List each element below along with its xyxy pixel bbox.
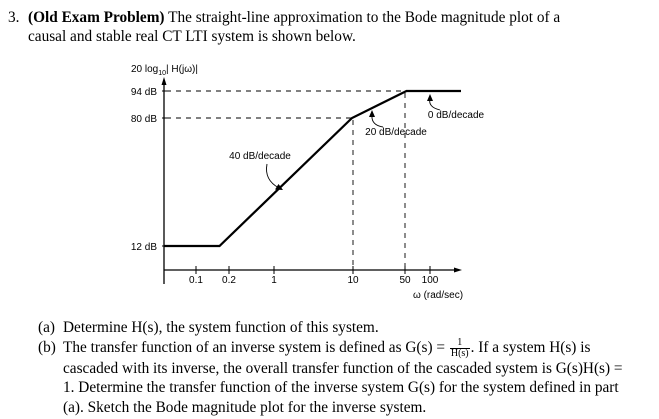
problem-tag: (Old Exam Problem) [28,9,165,26]
fraction-denominator: H(s) [450,347,469,359]
x-tick-label: 0.2 [222,275,236,286]
problem-intro-line2: causal and stable real CT LTI system is … [28,28,356,45]
y-tick-label: 80 dB [131,114,157,125]
x-tick-label: 50 [399,275,411,286]
problem-intro-line1: The straight-line approximation to the B… [168,9,561,26]
sub-questions: (a) Determine H(s), the system function … [38,318,628,417]
x-tick-label: 10 [347,275,359,286]
fraction-numerator: 1 [449,337,470,349]
slope-0-arrowhead [427,94,433,101]
slope-40-arrow [266,163,280,189]
magnitude-curve [164,89,461,248]
slope-40-arrowhead [275,184,283,190]
y-axis-arrow [161,77,167,85]
x-axis-arrow [454,267,462,273]
slope-annotation-0: 0 dB/decade [428,110,485,121]
part-a-text: Determine H(s), the system function of t… [63,319,379,336]
part-b: (b) The transfer function of an inverse … [38,337,628,418]
y-tick-label: 12 dB [131,242,157,253]
part-a-label: (a) [38,319,55,336]
x-axis-label: ω (rad/sec) [413,290,463,301]
x-tick-label: 0.1 [189,275,203,286]
problem-statement: 3. (Old Exam Problem) The straight-line … [8,8,648,46]
y-tick-label: 94 dB [131,87,157,98]
y-axis-label: 20 log10| H(jω)| [131,64,198,77]
problem-number: 3. [8,9,20,26]
slope-20-arrowhead [369,110,375,117]
part-a: (a) Determine H(s), the system function … [38,318,628,338]
x-tick-label: 1 [271,275,277,286]
x-ticks [195,266,431,274]
inverse-fraction: 1 H(s) [449,337,470,359]
slope-annotation-20: 20 dB/decade [365,127,427,138]
part-b-text-1: The transfer function of an inverse syst… [63,338,449,356]
part-b-text-2: . If a system H(s) is cascaded with its … [63,338,623,416]
part-b-label: (b) [38,338,56,356]
slope-annotation-40: 40 dB/decade [229,151,291,162]
x-tick-label: 100 [422,275,439,286]
